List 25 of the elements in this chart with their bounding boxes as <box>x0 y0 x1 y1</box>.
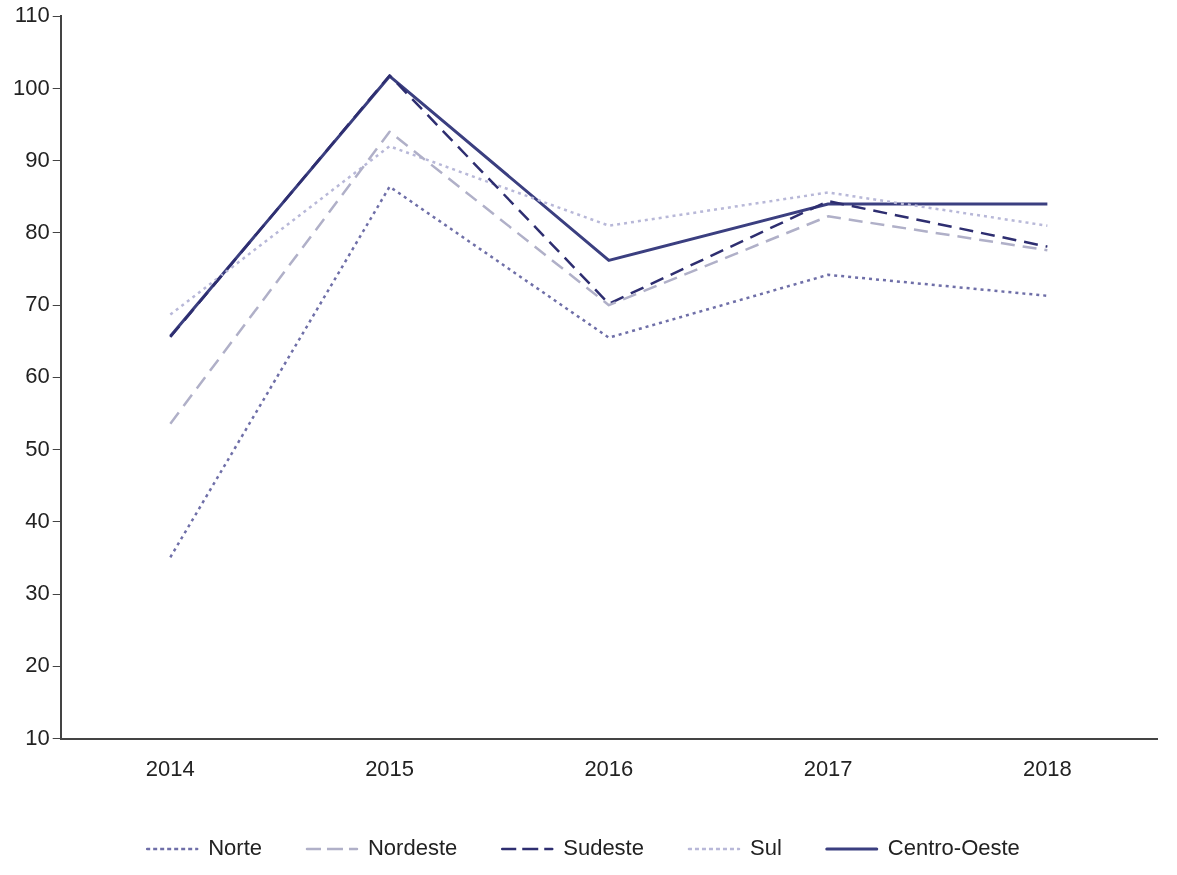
line-series <box>169 185 1049 559</box>
y-tick-label: 30 <box>25 580 50 606</box>
legend-label: Nordeste <box>367 835 458 861</box>
line-series <box>169 144 1049 316</box>
y-tick-label: 100 <box>12 74 50 100</box>
legend-label: Sul <box>749 835 782 861</box>
legend-label: Centro-Oeste <box>887 835 1020 861</box>
legend-label: Norte <box>208 835 262 861</box>
y-tick-label: 40 <box>25 507 50 533</box>
line-series <box>169 130 1049 425</box>
x-tick-label: 2017 <box>803 755 853 781</box>
y-tick-label: 20 <box>25 652 50 678</box>
y-tick-label: 60 <box>25 363 50 389</box>
y-tick-label: 110 <box>14 2 50 28</box>
x-tick-label: 2018 <box>1022 755 1072 781</box>
legend-label: Sudeste <box>563 835 644 861</box>
y-tick-label: 50 <box>25 435 50 461</box>
x-tick-label: 2015 <box>365 755 415 781</box>
y-tick-label: 90 <box>25 146 50 172</box>
y-tick-label: 70 <box>25 291 50 317</box>
line-series <box>169 74 1049 339</box>
y-tick-label: 80 <box>25 218 50 244</box>
x-tick-label: 2016 <box>584 755 634 781</box>
x-tick-label: 2014 <box>145 755 195 781</box>
y-tick-label: 10 <box>25 724 50 750</box>
